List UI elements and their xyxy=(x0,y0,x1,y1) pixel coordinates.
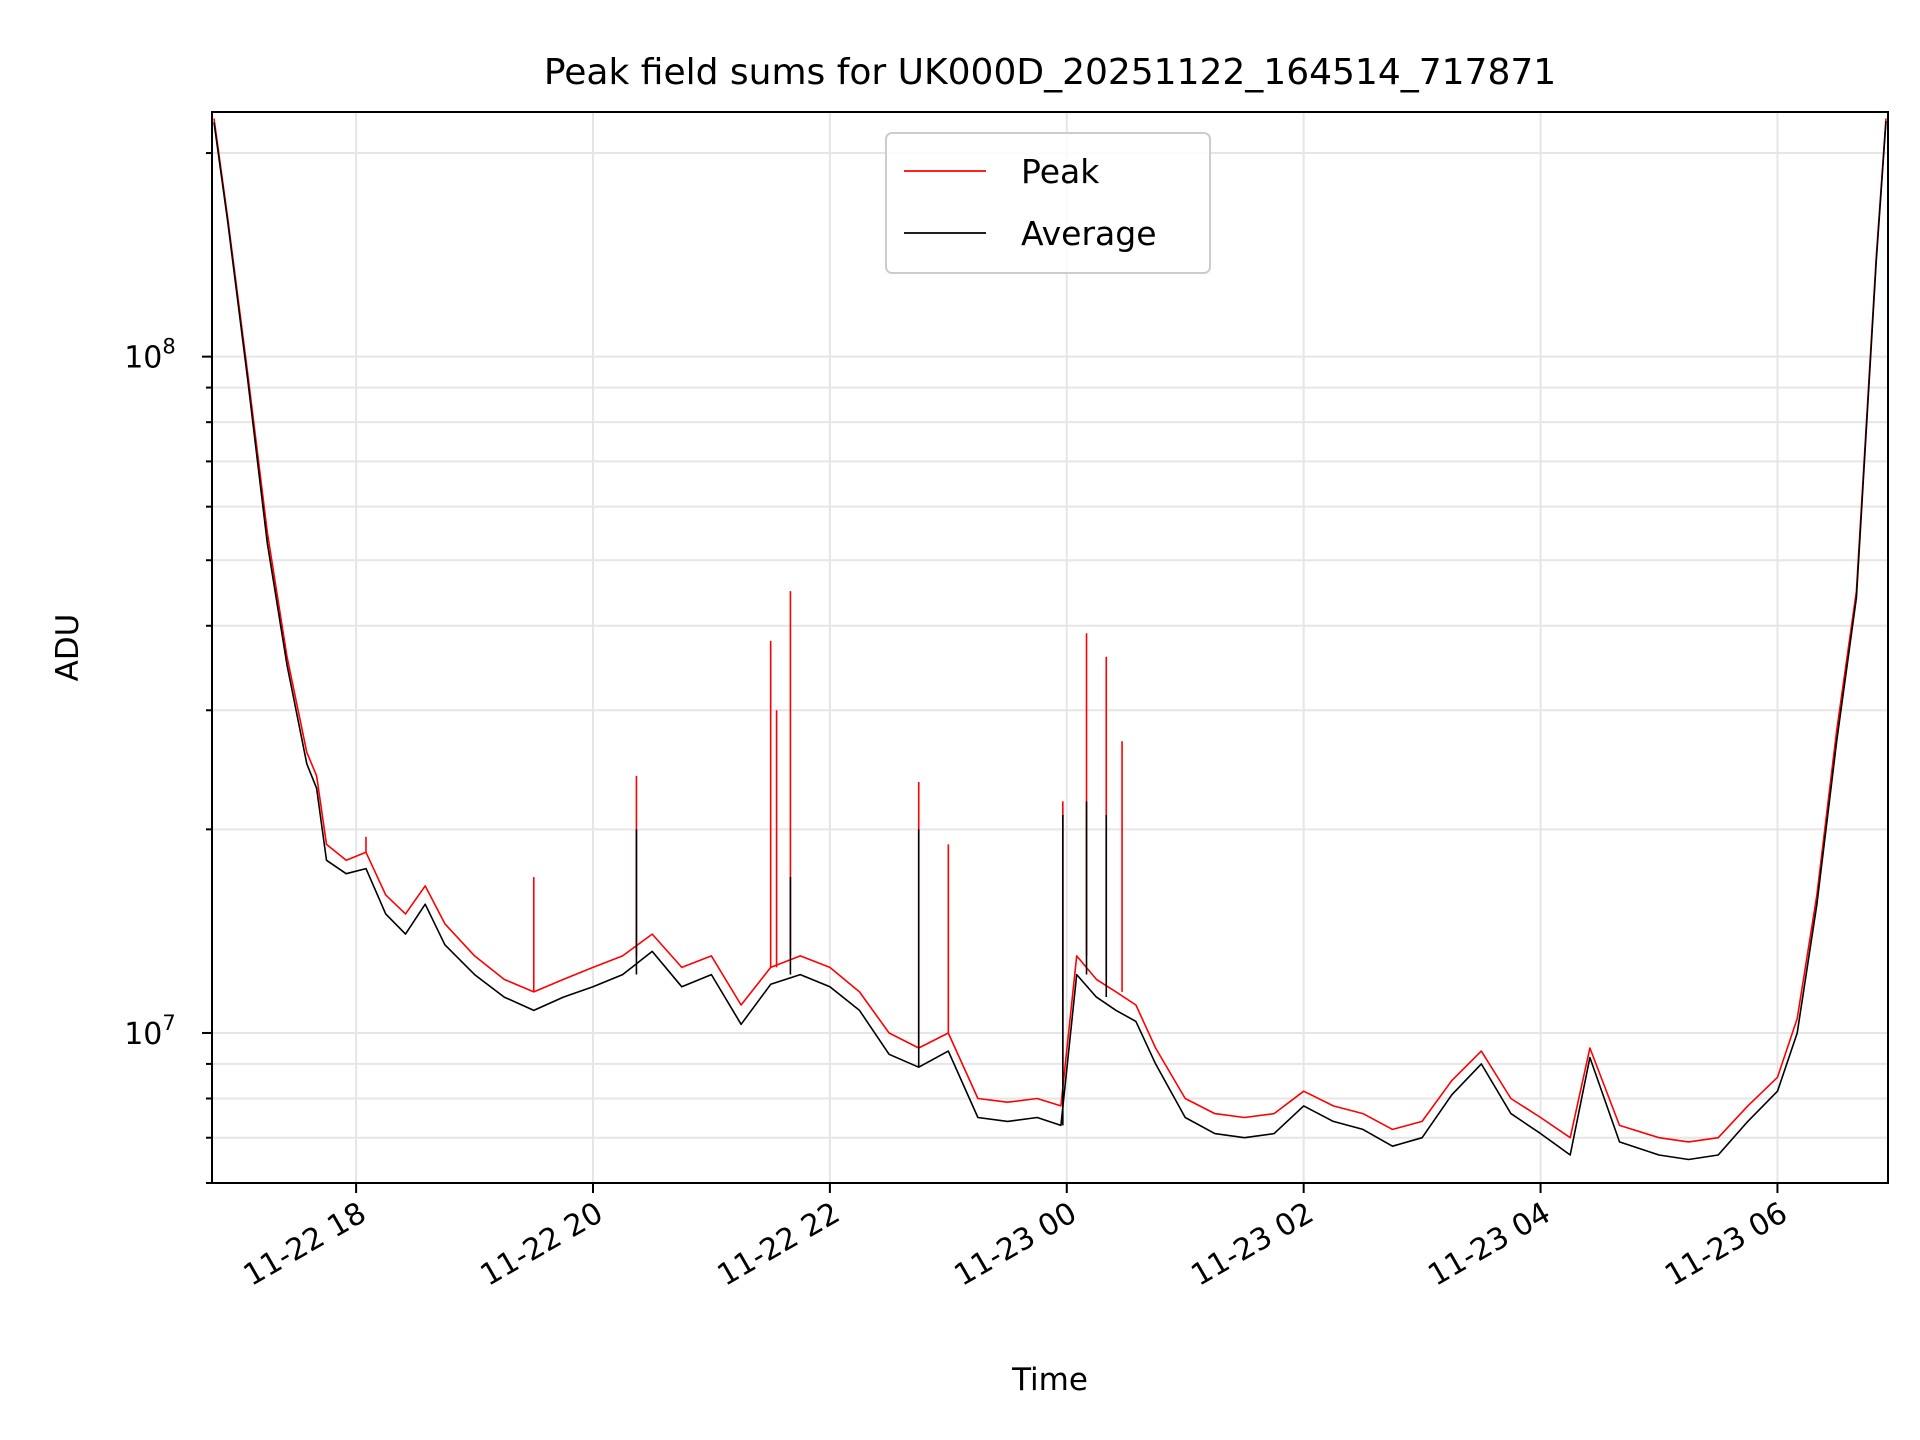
legend-box xyxy=(885,132,1211,274)
series-layer xyxy=(213,118,1887,1161)
chart-title: Peak field sums for UK000D_20251122_1645… xyxy=(544,52,1556,93)
plot-area-frame xyxy=(211,111,1889,1184)
legend-label-average: Average xyxy=(1021,214,1157,253)
y-tick-label: 108 xyxy=(124,335,176,376)
legend-label-peak: Peak xyxy=(1021,152,1100,191)
legend: Peak Average xyxy=(885,132,1211,274)
series-line-peak xyxy=(213,118,1887,1143)
y-axis-label: ADU xyxy=(50,614,86,682)
x-axis-label: Time xyxy=(1011,1362,1088,1398)
y-tick-label: 107 xyxy=(124,1011,176,1052)
series-line-average xyxy=(213,121,1887,1161)
